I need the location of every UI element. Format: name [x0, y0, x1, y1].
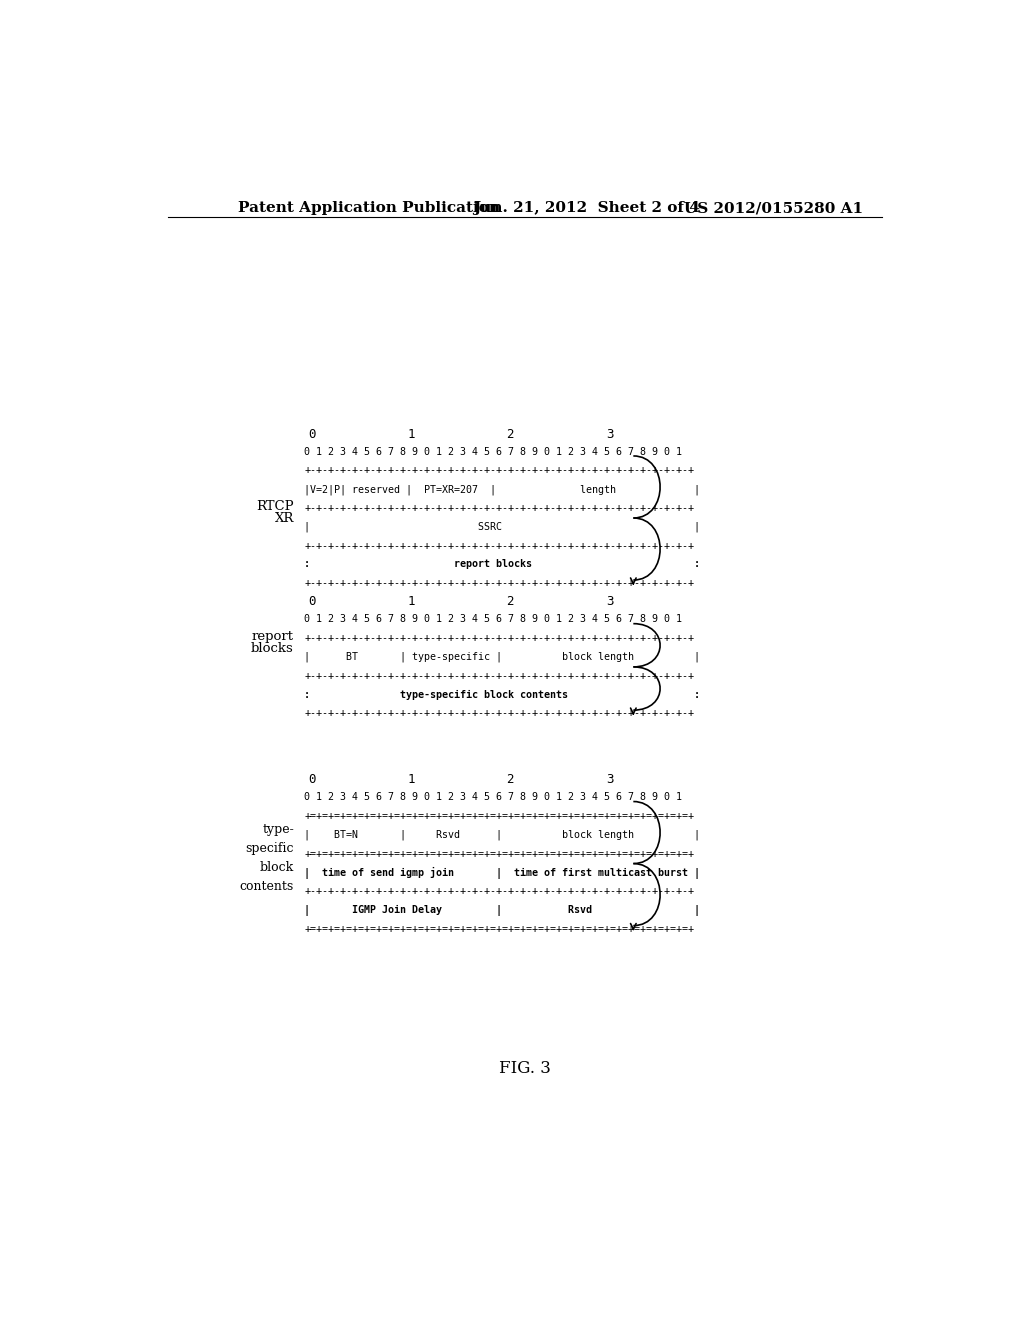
Text: 0: 0 — [308, 428, 315, 441]
Text: contents: contents — [240, 879, 294, 892]
Text: +-+-+-+-+-+-+-+-+-+-+-+-+-+-+-+-+-+-+-+-+-+-+-+-+-+-+-+-+-+-+-+-+: +-+-+-+-+-+-+-+-+-+-+-+-+-+-+-+-+-+-+-+-… — [304, 634, 694, 643]
Text: 0 1 2 3 4 5 6 7 8 9 0 1 2 3 4 5 6 7 8 9 0 1 2 3 4 5 6 7 8 9 0 1: 0 1 2 3 4 5 6 7 8 9 0 1 2 3 4 5 6 7 8 9 … — [304, 446, 682, 457]
Text: 0: 0 — [308, 595, 315, 609]
Text: |V=2|P| reserved |  PT=XR=207  |              length             |: |V=2|P| reserved | PT=XR=207 | length | — [304, 484, 700, 495]
Text: Patent Application Publication: Patent Application Publication — [238, 201, 500, 215]
Text: XR: XR — [274, 512, 294, 524]
Text: 2: 2 — [507, 774, 514, 787]
Text: US 2012/0155280 A1: US 2012/0155280 A1 — [684, 201, 862, 215]
Text: |  time of send igmp join       |  time of first multicast burst |: | time of send igmp join | time of first… — [304, 867, 700, 879]
Text: +=+=+=+=+=+=+=+=+=+=+=+=+=+=+=+=+=+=+=+=+=+=+=+=+=+=+=+=+=+=+=+=+: +=+=+=+=+=+=+=+=+=+=+=+=+=+=+=+=+=+=+=+=… — [304, 810, 694, 821]
Text: 3: 3 — [606, 428, 613, 441]
Text: +-+-+-+-+-+-+-+-+-+-+-+-+-+-+-+-+-+-+-+-+-+-+-+-+-+-+-+-+-+-+-+-+: +-+-+-+-+-+-+-+-+-+-+-+-+-+-+-+-+-+-+-+-… — [304, 671, 694, 681]
Text: RTCP: RTCP — [256, 500, 294, 513]
Text: 2: 2 — [507, 428, 514, 441]
Text: +=+=+=+=+=+=+=+=+=+=+=+=+=+=+=+=+=+=+=+=+=+=+=+=+=+=+=+=+=+=+=+=+: +=+=+=+=+=+=+=+=+=+=+=+=+=+=+=+=+=+=+=+=… — [304, 849, 694, 858]
Text: +-+-+-+-+-+-+-+-+-+-+-+-+-+-+-+-+-+-+-+-+-+-+-+-+-+-+-+-+-+-+-+-+: +-+-+-+-+-+-+-+-+-+-+-+-+-+-+-+-+-+-+-+-… — [304, 541, 694, 550]
Text: 1: 1 — [408, 774, 415, 787]
Text: :                        report blocks                           :: : report blocks : — [304, 560, 700, 569]
Text: +-+-+-+-+-+-+-+-+-+-+-+-+-+-+-+-+-+-+-+-+-+-+-+-+-+-+-+-+-+-+-+-+: +-+-+-+-+-+-+-+-+-+-+-+-+-+-+-+-+-+-+-+-… — [304, 466, 694, 475]
Text: |      BT       | type-specific |          block length          |: | BT | type-specific | block length | — [304, 652, 700, 663]
Text: |    BT=N       |     Rsvd      |          block length          |: | BT=N | Rsvd | block length | — [304, 830, 700, 841]
Text: :               type-specific block contents                     :: : type-specific block contents : — [304, 689, 700, 700]
Text: 3: 3 — [606, 774, 613, 787]
Text: FIG. 3: FIG. 3 — [499, 1060, 551, 1077]
Text: +-+-+-+-+-+-+-+-+-+-+-+-+-+-+-+-+-+-+-+-+-+-+-+-+-+-+-+-+-+-+-+-+: +-+-+-+-+-+-+-+-+-+-+-+-+-+-+-+-+-+-+-+-… — [304, 578, 694, 589]
Text: 3: 3 — [606, 595, 613, 609]
Text: 1: 1 — [408, 595, 415, 609]
Text: |       IGMP Join Delay         |           Rsvd                 |: | IGMP Join Delay | Rsvd | — [304, 906, 700, 916]
Text: +=+=+=+=+=+=+=+=+=+=+=+=+=+=+=+=+=+=+=+=+=+=+=+=+=+=+=+=+=+=+=+=+: +=+=+=+=+=+=+=+=+=+=+=+=+=+=+=+=+=+=+=+=… — [304, 924, 694, 933]
Text: +-+-+-+-+-+-+-+-+-+-+-+-+-+-+-+-+-+-+-+-+-+-+-+-+-+-+-+-+-+-+-+-+: +-+-+-+-+-+-+-+-+-+-+-+-+-+-+-+-+-+-+-+-… — [304, 503, 694, 513]
Text: 0: 0 — [308, 774, 315, 787]
Text: blocks: blocks — [251, 642, 294, 655]
Text: 2: 2 — [507, 595, 514, 609]
Text: specific: specific — [246, 842, 294, 855]
Text: block: block — [260, 861, 294, 874]
Text: 1: 1 — [408, 428, 415, 441]
Text: report: report — [252, 631, 294, 643]
Text: 0 1 2 3 4 5 6 7 8 9 0 1 2 3 4 5 6 7 8 9 0 1 2 3 4 5 6 7 8 9 0 1: 0 1 2 3 4 5 6 7 8 9 0 1 2 3 4 5 6 7 8 9 … — [304, 792, 682, 803]
Text: |                            SSRC                                |: | SSRC | — [304, 521, 700, 532]
Text: +-+-+-+-+-+-+-+-+-+-+-+-+-+-+-+-+-+-+-+-+-+-+-+-+-+-+-+-+-+-+-+-+: +-+-+-+-+-+-+-+-+-+-+-+-+-+-+-+-+-+-+-+-… — [304, 709, 694, 718]
Text: +-+-+-+-+-+-+-+-+-+-+-+-+-+-+-+-+-+-+-+-+-+-+-+-+-+-+-+-+-+-+-+-+: +-+-+-+-+-+-+-+-+-+-+-+-+-+-+-+-+-+-+-+-… — [304, 886, 694, 896]
Text: Jun. 21, 2012  Sheet 2 of 4: Jun. 21, 2012 Sheet 2 of 4 — [473, 201, 700, 215]
Text: 0 1 2 3 4 5 6 7 8 9 0 1 2 3 4 5 6 7 8 9 0 1 2 3 4 5 6 7 8 9 0 1: 0 1 2 3 4 5 6 7 8 9 0 1 2 3 4 5 6 7 8 9 … — [304, 614, 682, 624]
Text: type-: type- — [262, 824, 294, 837]
